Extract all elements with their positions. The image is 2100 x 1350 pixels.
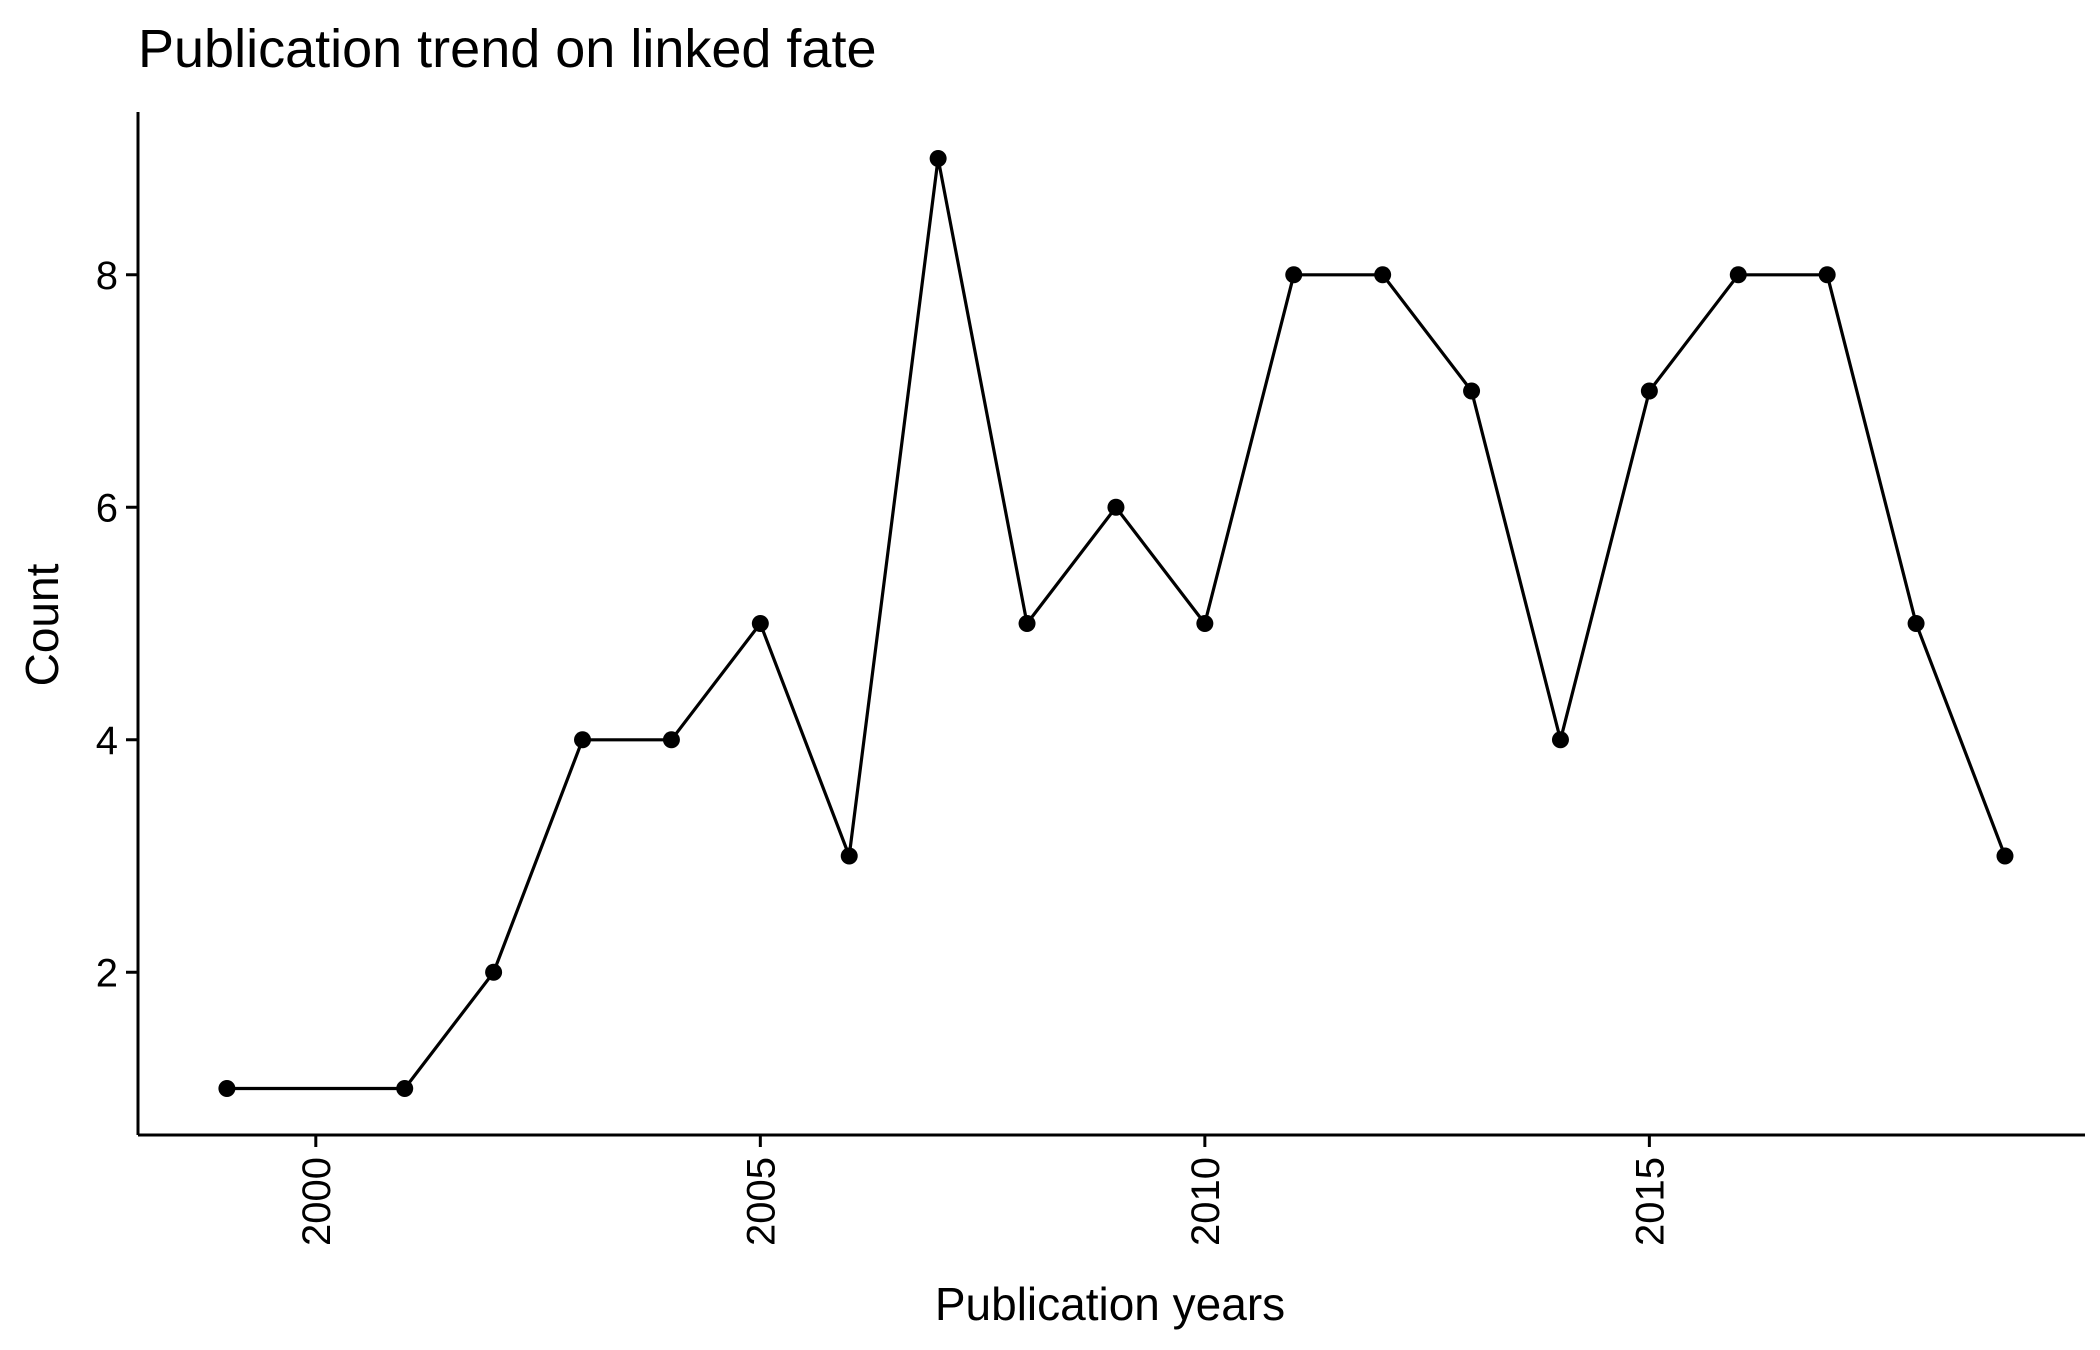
y-tick-label: 6 [96,486,118,530]
x-tick-label: 2010 [1184,1157,1228,1246]
data-point [929,150,947,167]
data-point [1818,266,1836,284]
data-point [1374,266,1392,284]
x-axis-title: Publication years [935,1278,1285,1330]
data-point [1285,266,1303,284]
data-point [840,847,858,865]
data-point [218,1080,236,1097]
chart-title: Publication trend on linked fate [138,19,877,79]
y-axis-title: Count [16,563,68,686]
data-point [1463,382,1481,400]
y-axis-ticks: 2 4 6 8 [96,254,138,995]
data-point [751,615,769,632]
data-point [1907,615,1925,632]
data-point [574,731,592,749]
y-tick-label: 4 [96,719,118,763]
x-tick-label: 2000 [295,1157,339,1246]
x-axis-ticks: 2000 2005 2010 2015 [295,1135,1672,1246]
data-point [1551,731,1569,749]
x-tick-label: 2015 [1628,1157,1672,1246]
data-point [1996,847,2014,865]
data-point [485,963,503,981]
data-point [1107,498,1125,516]
x-tick-label: 2005 [739,1157,783,1246]
data-point [1729,266,1747,284]
series-line [226,156,2007,1091]
plot-area [218,150,2014,1097]
data-point [1196,615,1214,632]
data-point [1640,382,1658,400]
y-tick-label: 2 [96,951,118,995]
y-tick-label: 8 [96,254,118,298]
data-point [396,1080,414,1097]
data-point [1018,615,1036,632]
data-point [662,731,680,749]
